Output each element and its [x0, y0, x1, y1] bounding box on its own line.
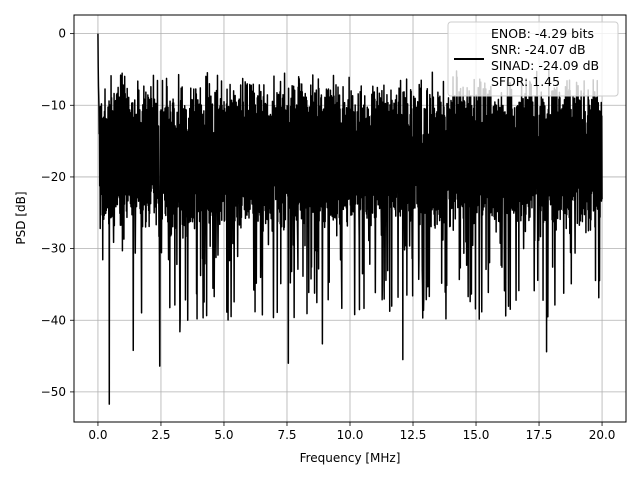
- x-tick-label: 7.5: [277, 428, 296, 442]
- y-tick-label: −20: [41, 170, 66, 184]
- legend-text-enob: ENOB: -4.29 bits: [491, 26, 594, 41]
- ticks: 0.0 2.5 5.0 7.5 10.0 12.5 15.0 17.5 20.0 0 −10 −20 −…: [41, 27, 616, 442]
- x-tick-label: 2.5: [151, 428, 170, 442]
- x-tick-label: 17.5: [526, 428, 553, 442]
- y-tick-label: 0: [58, 27, 66, 41]
- x-tick-label: 20.0: [589, 428, 616, 442]
- x-tick-label: 15.0: [463, 428, 490, 442]
- psd-series-line: [97, 33, 603, 405]
- x-tick-label: 12.5: [400, 428, 427, 442]
- y-tick-label: −10: [41, 98, 66, 112]
- x-tick-label: 5.0: [214, 428, 233, 442]
- series-layer: [97, 33, 603, 405]
- x-tick-label: 10.0: [337, 428, 364, 442]
- legend-text-sfdr: SFDR: 1.45: [491, 74, 560, 89]
- legend-text-snr: SNR: -24.07 dB: [491, 42, 586, 57]
- x-axis-label: Frequency [MHz]: [300, 451, 401, 465]
- y-axis-label: PSD [dB]: [14, 191, 28, 244]
- legend: ENOB: -4.29 bits SNR: -24.07 dB SINAD: -…: [447, 21, 619, 97]
- legend-text-sinad: SINAD: -24.09 dB: [491, 58, 599, 73]
- x-tick-label: 0.0: [88, 428, 107, 442]
- legend-box: [447, 21, 619, 97]
- y-tick-label: −50: [41, 385, 66, 399]
- y-tick-label: −40: [41, 313, 66, 327]
- y-tick-label: −30: [41, 242, 66, 256]
